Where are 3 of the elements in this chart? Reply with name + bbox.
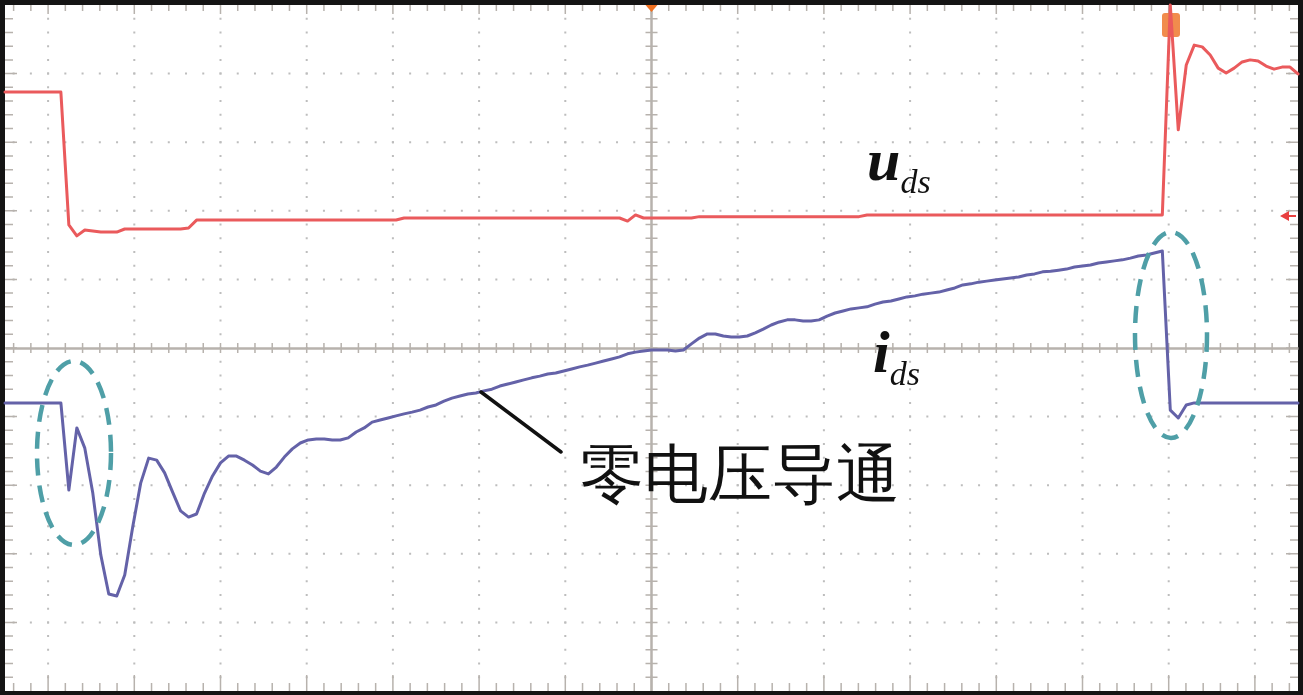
series-label: u$_{ds}$ xyxy=(867,126,931,200)
series-label: i$_{ds}$ xyxy=(873,318,920,392)
annotation: 零电压导通 xyxy=(580,437,900,511)
